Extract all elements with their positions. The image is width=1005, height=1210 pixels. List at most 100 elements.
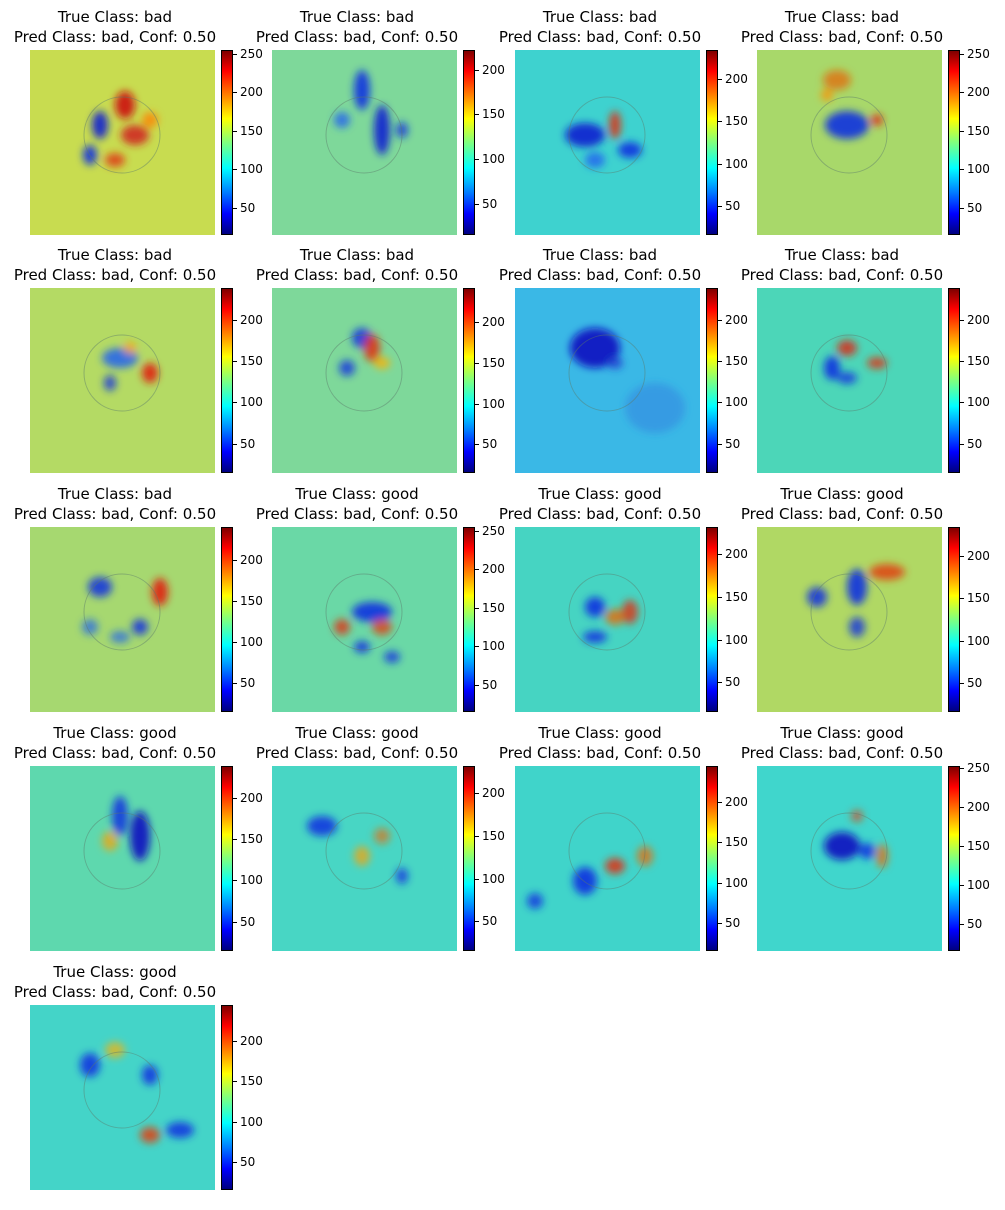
object-outline (83, 812, 161, 890)
heatmap-background (30, 527, 215, 712)
colorbar (706, 50, 718, 235)
colorbar-tick-mark (960, 402, 964, 404)
heatmap-hotspot (396, 868, 408, 884)
heatmap-hotspot (821, 89, 833, 101)
heatmap-background (515, 766, 700, 951)
colorbar-tick-mark (960, 884, 964, 886)
heatmap-hotspot (82, 619, 98, 635)
heatmap-hotspot (80, 1053, 100, 1077)
pred-class-label: Pred Class: bad, Conf: 0.50 (13, 505, 217, 523)
colorbar-tick-mark (960, 845, 964, 847)
colorbar-tick-mark (475, 530, 479, 532)
object-outline (810, 96, 888, 174)
panel-title: True Class: good Pred Class: bad, Conf: 0… (485, 723, 715, 763)
heatmap-hotspot (618, 142, 642, 158)
colorbar-tick-label: 150 (967, 354, 990, 368)
colorbar-tick-label: 100 (967, 633, 990, 648)
heatmap-hotspot (527, 893, 543, 909)
colorbar (948, 766, 960, 951)
colorbar-tick-mark (233, 92, 237, 94)
heatmap-panel-2: True Class: bad Pred Class: bad, Conf: 0.… (242, 0, 505, 238)
heatmap-image (515, 288, 700, 473)
colorbar-tick-label: 100 (482, 152, 505, 167)
heatmap-hotspot (396, 122, 408, 138)
colorbar-tick-mark (475, 569, 479, 571)
heatmap-hotspot (825, 111, 869, 139)
colorbar (463, 50, 475, 235)
heatmap-hotspot (585, 152, 605, 168)
pred-class-label: Pred Class: bad, Conf: 0.50 (740, 744, 944, 762)
colorbar-tick-label: 100 (725, 156, 748, 171)
heatmap-background (757, 527, 942, 712)
true-class-label: True Class: bad (57, 8, 173, 26)
heatmap-image (757, 50, 942, 235)
pred-class-label: Pred Class: bad, Conf: 0.50 (498, 28, 702, 46)
heatmap-hotspot (334, 112, 350, 128)
colorbar-tick-label: 200 (482, 315, 505, 330)
heatmap-hotspot (339, 360, 355, 376)
colorbar-tick-label: 200 (240, 312, 263, 327)
colorbar-tick-label: 50 (482, 678, 498, 693)
colorbar-tick-label: 150 (725, 835, 748, 850)
panel-title: True Class: bad Pred Class: bad, Conf: 0.… (0, 245, 230, 285)
heatmap-hotspot (354, 641, 370, 653)
pred-class-label: Pred Class: bad, Conf: 0.50 (255, 744, 459, 762)
colorbar-tick-mark (718, 443, 722, 445)
heatmap-image (272, 527, 457, 712)
colorbar-tick-label: 100 (725, 875, 748, 890)
heatmap-hotspot (823, 70, 851, 90)
colorbar-tick-label: 200 (725, 547, 748, 562)
colorbar-tick-mark (960, 767, 964, 769)
colorbar-tick-mark (960, 806, 964, 808)
heatmap-background (30, 1005, 215, 1190)
colorbar (948, 527, 960, 712)
colorbar-tick-mark (475, 607, 479, 609)
colorbar-tick-label: 150 (240, 123, 263, 138)
heatmap-hotspot (573, 867, 597, 895)
colorbar-tick-mark (233, 319, 237, 321)
true-class-label: True Class: good (53, 963, 177, 981)
colorbar-tick-label: 50 (482, 196, 498, 211)
heatmap-panel-6: True Class: bad Pred Class: bad, Conf: 0.… (242, 238, 505, 476)
colorbar-tick-label: 50 (967, 675, 983, 690)
colorbar-tick-mark (233, 683, 237, 685)
colorbar-tick-mark (233, 642, 237, 644)
colorbar-tick-label: 50 (725, 915, 741, 930)
colorbar-tick-mark (960, 923, 964, 925)
true-class-label: True Class: bad (784, 246, 900, 264)
heatmap-image (515, 527, 700, 712)
pred-class-label: Pred Class: bad, Conf: 0.50 (255, 505, 459, 523)
colorbar-tick-label: 150 (967, 838, 990, 853)
colorbar-tick-label: 50 (240, 1154, 256, 1169)
colorbar-tick-mark (475, 646, 479, 648)
true-class-label: True Class: good (538, 724, 662, 742)
colorbar-tick-mark (233, 1161, 237, 1163)
heatmap-hotspot (570, 328, 620, 368)
colorbar-tick-label: 200 (482, 786, 505, 801)
heatmap-hotspot (583, 631, 607, 643)
colorbar-tick-label: 250 (482, 523, 505, 538)
object-outline (810, 334, 888, 412)
heatmap-background (272, 288, 457, 473)
colorbar-tick-label: 200 (240, 85, 263, 100)
colorbar-tick-label: 200 (967, 799, 990, 814)
heatmap-hotspot (585, 597, 605, 617)
heatmap-panel-7: True Class: bad Pred Class: bad, Conf: 0.… (485, 238, 748, 476)
colorbar-tick-mark (960, 443, 964, 445)
colorbar-tick-label: 100 (725, 632, 748, 647)
colorbar-tick-label: 250 (240, 46, 263, 61)
panel-title: True Class: good Pred Class: bad, Conf: 0… (0, 723, 230, 763)
panel-title: True Class: good Pred Class: bad, Conf: 0… (242, 484, 472, 524)
object-outline (83, 334, 161, 412)
object-outline (568, 96, 646, 174)
colorbar-tick-label: 150 (725, 354, 748, 368)
colorbar-tick-mark (233, 839, 237, 840)
colorbar-tick-mark (233, 797, 237, 799)
heatmap-hotspot (824, 356, 840, 380)
pred-class-label: Pred Class: bad, Conf: 0.50 (740, 28, 944, 46)
colorbar-tick-mark (718, 882, 722, 884)
colorbar-tick-mark (960, 598, 964, 600)
heatmap-hotspot (354, 70, 370, 110)
pred-class-label: Pred Class: bad, Conf: 0.50 (498, 744, 702, 762)
colorbar-tick-mark (475, 69, 479, 71)
